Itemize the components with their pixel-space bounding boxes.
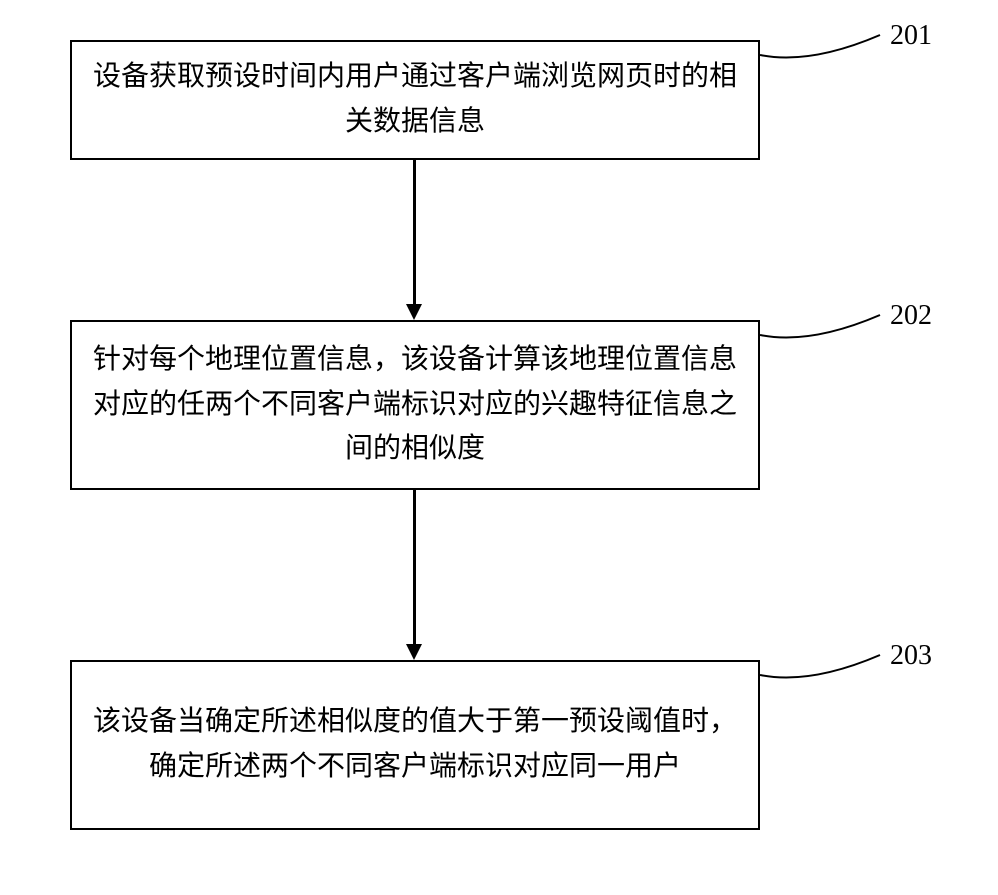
- node-text: 该设备当确定所述相似度的值大于第一预设阈值时，确定所述两个不同客户端标识对应同一…: [92, 700, 738, 790]
- step-label-201: 201: [890, 20, 932, 52]
- arrow-head-2: [406, 644, 422, 660]
- flowchart-node-step2: 针对每个地理位置信息，该设备计算该地理位置信息对应的任两个不同客户端标识对应的兴…: [70, 320, 760, 490]
- arrow-line-1: [413, 160, 416, 304]
- step-label-203: 203: [890, 640, 932, 672]
- flowchart-container: 设备获取预设时间内用户通过客户端浏览网页时的相关数据信息 201 针对每个地理位…: [0, 0, 998, 895]
- label-connector-2: [760, 300, 890, 350]
- flowchart-node-step1: 设备获取预设时间内用户通过客户端浏览网页时的相关数据信息: [70, 40, 760, 160]
- node-text: 针对每个地理位置信息，该设备计算该地理位置信息对应的任两个不同客户端标识对应的兴…: [92, 338, 738, 472]
- flowchart-node-step3: 该设备当确定所述相似度的值大于第一预设阈值时，确定所述两个不同客户端标识对应同一…: [70, 660, 760, 830]
- arrow-line-2: [413, 490, 416, 644]
- arrow-head-1: [406, 304, 422, 320]
- step-label-202: 202: [890, 300, 932, 332]
- node-text: 设备获取预设时间内用户通过客户端浏览网页时的相关数据信息: [92, 55, 738, 145]
- label-connector-1: [760, 20, 890, 70]
- label-connector-3: [760, 640, 890, 690]
